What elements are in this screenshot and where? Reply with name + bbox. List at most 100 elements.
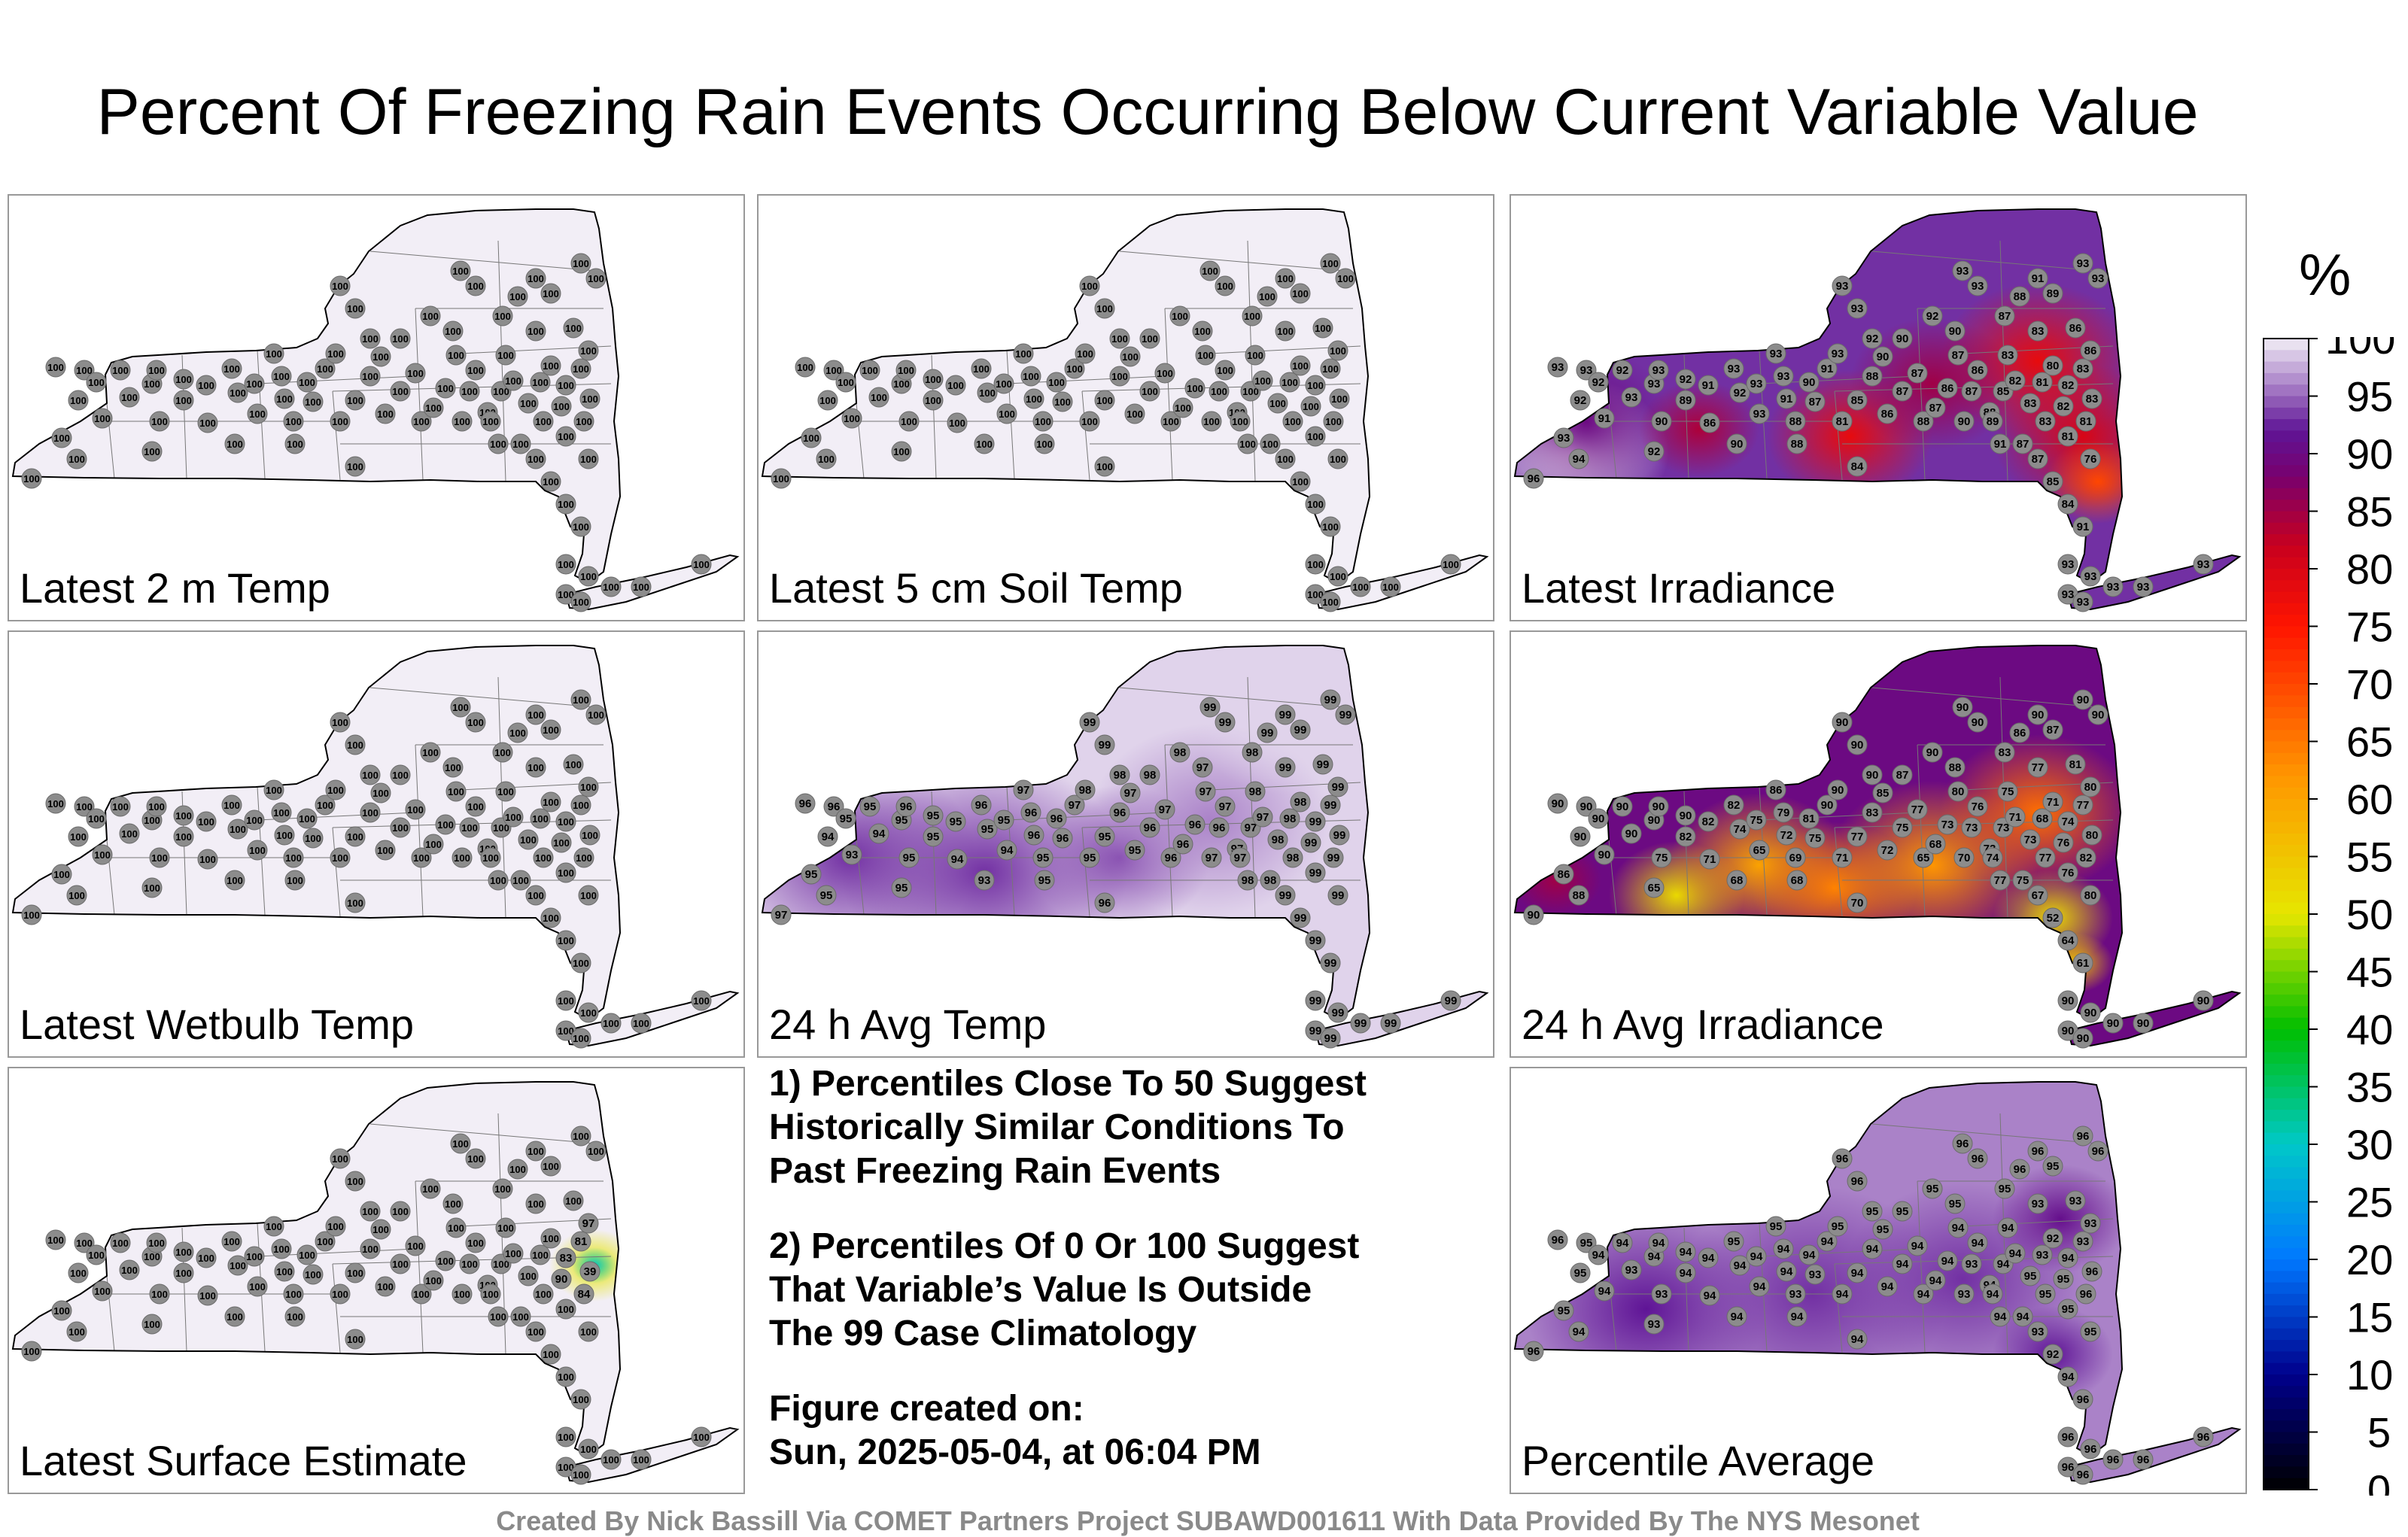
- station-marker: [2193, 554, 2214, 575]
- station-marker: [795, 357, 816, 378]
- colorbar-swatch: [2264, 603, 2309, 615]
- station-value: 94: [1941, 1255, 1954, 1268]
- station-value: 81: [1836, 415, 1849, 428]
- station-marker: [2032, 1244, 2053, 1265]
- station-value: 94: [1616, 1237, 1629, 1250]
- station-marker: [2053, 396, 2074, 417]
- station-marker: [1350, 1013, 1371, 1034]
- station-value: 100: [1232, 416, 1248, 427]
- station-marker: [2012, 870, 2033, 891]
- station-value: 100: [573, 521, 589, 533]
- station-value: 75: [2002, 785, 2014, 798]
- station-value: 100: [299, 377, 315, 388]
- station-value: 96: [1114, 806, 1126, 819]
- station-marker: [585, 268, 607, 289]
- station-marker: [2057, 811, 2078, 832]
- station-marker: [1621, 1259, 1642, 1280]
- station-value: 86: [1770, 784, 1783, 797]
- station-marker: [2081, 825, 2102, 846]
- station-marker: [1169, 305, 1190, 327]
- station-marker: [533, 411, 554, 432]
- station-value: 100: [543, 360, 559, 372]
- station-marker: [1327, 340, 1348, 361]
- station-marker: [540, 1228, 561, 1249]
- station-marker: [1079, 847, 1100, 868]
- station-marker: [1290, 283, 1311, 304]
- county-line: [1871, 1123, 2099, 1144]
- station-value: 100: [580, 454, 597, 465]
- station-marker: [1776, 1261, 1797, 1282]
- station-marker: [540, 355, 561, 376]
- station-value: 95: [1877, 1223, 1890, 1236]
- map-panel: 100 100 100 100 100 100 100 100 100 100 100 100 100 1…: [8, 194, 745, 621]
- station-value: 100: [1307, 589, 1324, 600]
- colorbar-swatch: [2264, 914, 2309, 926]
- station-value: 98: [1249, 785, 1262, 798]
- station-value: 96: [1552, 1234, 1564, 1247]
- station-marker: [525, 885, 546, 906]
- station-marker: [1648, 796, 1669, 817]
- station-marker: [1892, 381, 1913, 402]
- station-marker: [578, 1321, 599, 1342]
- station-value: 99: [1279, 889, 1292, 902]
- station-marker: [2080, 1213, 2101, 1234]
- station-marker: [488, 870, 509, 891]
- station-marker: [45, 793, 66, 814]
- station-marker: [450, 260, 471, 281]
- station-value: 96: [1213, 822, 1226, 834]
- station-marker: [923, 369, 944, 390]
- station-marker: [570, 952, 591, 974]
- station-value: 90: [1821, 799, 1834, 812]
- station-value: 94: [1952, 1222, 1965, 1235]
- station-value: 85: [2047, 475, 2060, 488]
- station-marker: [971, 358, 992, 379]
- station-value: 93: [1972, 280, 1984, 293]
- station-marker: [2080, 885, 2101, 906]
- station-value: 100: [454, 416, 470, 427]
- station-value: 100: [227, 875, 243, 886]
- station-marker: [1320, 689, 1341, 710]
- station-value: 94: [2009, 1247, 2022, 1260]
- county-line: [369, 687, 597, 708]
- station-marker: [1305, 930, 1326, 951]
- station-value: 68: [1791, 874, 1804, 887]
- station-marker: [1109, 328, 1130, 349]
- station-value: 87: [1809, 396, 1822, 409]
- station-value: 100: [246, 1251, 263, 1262]
- station-marker: [2027, 320, 2048, 342]
- colorbar-swatch: [2264, 822, 2309, 834]
- station-marker: [1922, 305, 1943, 327]
- station-value: 90: [1949, 325, 1962, 338]
- county-line: [415, 308, 424, 481]
- station-marker: [173, 390, 194, 411]
- station-value: 92: [2047, 1232, 2060, 1245]
- station-value: 95: [1728, 1235, 1741, 1248]
- station-value: 97: [1159, 803, 1172, 816]
- station-value: 100: [1126, 409, 1143, 420]
- station-value: 94: [1573, 453, 1586, 466]
- station-marker: [1320, 253, 1341, 274]
- station-value: 100: [413, 852, 430, 864]
- station-marker: [1547, 1229, 1568, 1250]
- note-1-line-3: Past Freezing Rain Events: [769, 1151, 1221, 1191]
- station-value: 94: [1997, 1258, 2010, 1271]
- station-marker: [1184, 814, 1206, 835]
- station-marker: [2080, 340, 2101, 361]
- station-value: 99: [1204, 701, 1217, 714]
- station-value: 94: [1866, 1243, 1879, 1256]
- station-marker: [518, 1265, 539, 1286]
- station-marker: [1947, 1217, 1969, 1238]
- station-value: 100: [558, 1432, 574, 1443]
- county-line: [415, 1180, 424, 1353]
- station-marker: [2027, 1193, 2048, 1214]
- station-value: 96: [2092, 1145, 2105, 1158]
- station-value: 100: [925, 374, 941, 385]
- station-value: 100: [144, 882, 160, 894]
- station-value: 96: [975, 799, 988, 812]
- station-value: 83: [2024, 397, 2037, 410]
- station-value: 100: [532, 1250, 549, 1261]
- station-value: 97: [1257, 811, 1269, 824]
- station-marker: [435, 814, 456, 835]
- station-marker: [1327, 1002, 1348, 1023]
- station-marker: [2057, 554, 2078, 575]
